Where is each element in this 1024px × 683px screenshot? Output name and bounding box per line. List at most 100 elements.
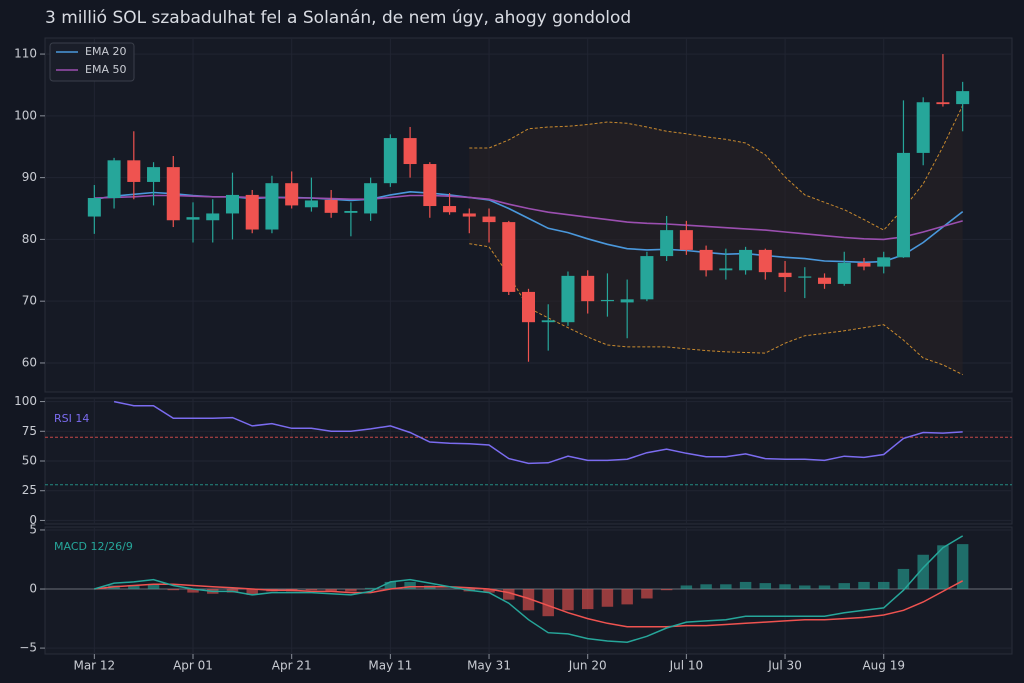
histogram-bar <box>759 583 772 590</box>
histogram-bar <box>838 583 850 590</box>
y-tick-label: 50 <box>22 454 37 468</box>
panel-label: RSI 14 <box>54 412 89 425</box>
candle-body <box>916 102 930 153</box>
histogram-bar <box>483 589 495 593</box>
y-tick-label: 0 <box>29 513 37 527</box>
histogram-bar <box>739 581 752 590</box>
candle-body <box>561 275 575 323</box>
candle-body <box>265 183 279 230</box>
histogram-bar <box>562 589 574 611</box>
histogram-bar <box>878 581 890 590</box>
y-tick-label: 80 <box>22 232 37 246</box>
histogram-bar <box>897 568 910 590</box>
y-tick-label: 110 <box>14 47 37 61</box>
y-tick-label: 70 <box>22 294 37 308</box>
histogram-bar <box>167 589 179 591</box>
candle-body <box>778 272 792 278</box>
candle-body <box>462 213 476 217</box>
histogram-bar <box>660 589 673 591</box>
chart-title: 3 millió SOL szabadulhat fel a Solanán, … <box>45 8 631 28</box>
histogram-bar <box>680 585 693 590</box>
histogram-bar <box>641 589 653 599</box>
x-tick-label: May 31 <box>467 659 511 673</box>
histogram-bar <box>305 589 318 591</box>
candle-body <box>364 183 378 214</box>
candle-body <box>719 268 733 271</box>
candle-body <box>166 167 180 221</box>
x-tick-label: Apr 01 <box>173 659 213 673</box>
histogram-bar <box>581 589 594 610</box>
candle-body <box>818 277 832 284</box>
x-tick-label: Mar 12 <box>73 659 115 673</box>
candle-body <box>739 249 753 271</box>
histogram-bar <box>779 584 791 590</box>
candle-body <box>521 291 536 323</box>
candle-body <box>502 222 516 292</box>
histogram-bar <box>384 581 397 590</box>
candle-body <box>679 230 693 250</box>
candle-body <box>896 152 910 258</box>
histogram-bar <box>128 585 140 590</box>
legend-label: EMA 50 <box>85 63 126 76</box>
histogram-bar <box>799 585 811 590</box>
macd-line <box>94 535 964 643</box>
candle-body <box>936 102 950 105</box>
candle-body <box>324 199 338 213</box>
band-line <box>469 105 964 231</box>
y-tick-label: 25 <box>22 483 37 497</box>
candle-body <box>482 216 496 223</box>
histogram-bar <box>187 589 199 593</box>
candle-body <box>620 299 634 303</box>
candle-body <box>206 213 220 221</box>
histogram-bar <box>858 581 870 590</box>
candle-body <box>107 160 121 199</box>
histogram-bar <box>325 589 337 592</box>
histogram-bar <box>404 581 416 590</box>
histogram-bar <box>621 589 633 605</box>
candle-body <box>127 160 141 182</box>
histogram-bar <box>503 589 515 600</box>
candle-body <box>225 194 239 214</box>
candle-body <box>758 249 772 273</box>
candle-body <box>383 138 397 184</box>
histogram-bar <box>818 585 831 590</box>
histogram-bar <box>601 589 614 607</box>
histogram-bar <box>720 584 732 590</box>
y-tick-label: 0 <box>29 582 37 596</box>
y-tick-label: 100 <box>14 394 37 408</box>
y-tick-label: 100 <box>14 108 37 122</box>
histogram-bar <box>542 589 554 617</box>
signal-line <box>94 580 964 628</box>
candle-body <box>443 206 457 213</box>
candle-body <box>403 138 417 165</box>
candle-body <box>541 320 555 323</box>
x-tick-label: Jul 30 <box>767 659 802 673</box>
candle-body <box>660 230 674 257</box>
histogram-bar <box>956 544 969 590</box>
legend-label: EMA 20 <box>85 45 126 58</box>
x-tick-label: Jul 10 <box>669 659 704 673</box>
histogram-bar <box>345 589 357 592</box>
band-fill <box>469 105 963 375</box>
rsi-line <box>113 400 963 465</box>
candle-body <box>304 200 318 208</box>
candle-body <box>640 256 654 300</box>
candle-body <box>600 299 614 302</box>
y-tick-label: 75 <box>22 424 37 438</box>
candle-body <box>285 183 299 206</box>
x-tick-label: May 11 <box>368 659 412 673</box>
y-tick-label: 5 <box>29 522 37 536</box>
histogram-bar <box>147 584 160 590</box>
candle-body <box>245 194 259 230</box>
histogram-bar <box>917 554 929 590</box>
y-tick-label: −5 <box>19 641 37 655</box>
candle-body <box>344 210 358 213</box>
candle-body <box>837 262 851 284</box>
candle-body <box>581 275 595 302</box>
candle-body <box>956 91 970 105</box>
candle-body <box>147 167 161 182</box>
histogram-bar <box>246 589 258 595</box>
panel-label: MACD 12/26/9 <box>54 540 133 553</box>
candle-body <box>87 198 101 217</box>
